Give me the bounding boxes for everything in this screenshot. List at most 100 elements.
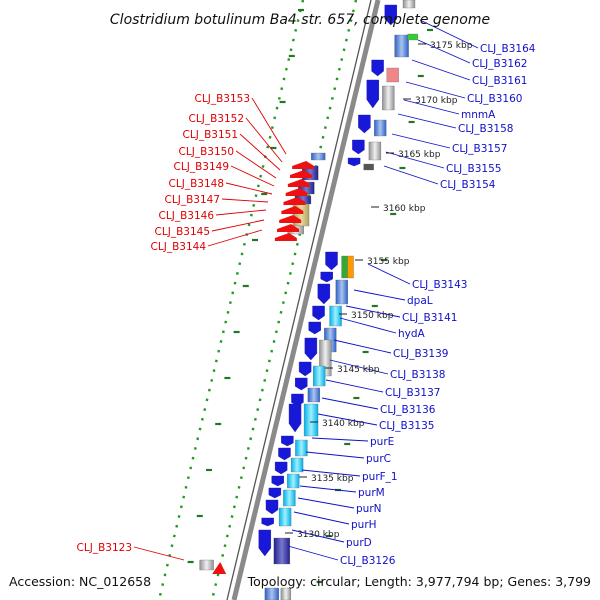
gene-label-forward: mnmA <box>461 109 496 121</box>
gene-arrow-reverse <box>277 224 300 232</box>
gene-arrow <box>298 361 312 377</box>
gene-block <box>287 473 300 489</box>
leader-line <box>383 165 439 185</box>
gene-block <box>264 587 280 600</box>
gene-arrow <box>278 447 291 461</box>
gene-block <box>290 457 304 473</box>
gene-block <box>394 34 409 58</box>
gene-arrow-reverse <box>274 233 297 241</box>
leader-line <box>293 511 350 525</box>
gene-arrow <box>325 251 338 271</box>
gene-arrow <box>288 403 302 433</box>
leader-line <box>411 59 471 81</box>
gene-label-forward: CLJ_B3161 <box>472 75 527 87</box>
gene-arrow-reverse <box>292 161 315 169</box>
gene-block <box>278 507 292 527</box>
gene-block <box>382 85 395 111</box>
gene-block <box>402 0 416 9</box>
gene-label-forward: purF_1 <box>362 471 398 483</box>
gene-arrow <box>312 305 325 321</box>
gene-block <box>329 305 342 327</box>
leader-line <box>287 545 339 561</box>
gene-block <box>347 255 354 279</box>
gene-block <box>199 559 214 571</box>
leader-line <box>367 263 411 285</box>
gene-block <box>280 587 292 600</box>
gene-label-forward: purE <box>370 436 394 448</box>
gene-arrow <box>304 337 318 361</box>
kbp-label: 3170 kbp <box>415 96 458 106</box>
gene-label-forward: CLJ_B3158 <box>458 123 513 135</box>
gene-label-forward: CLJ_B3136 <box>380 404 436 416</box>
gene-arrow <box>265 499 279 515</box>
gene-label-forward: purC <box>366 453 391 465</box>
gene-block <box>273 537 291 565</box>
kbp-label: 3130 kbp <box>297 530 340 540</box>
leader-line <box>225 182 273 195</box>
gene-label-reverse: CLJ_B3144 <box>151 241 207 253</box>
gene-block <box>335 279 348 305</box>
gene-arrow-reverse <box>290 170 312 178</box>
gene-label-forward: CLJ_B3135 <box>379 420 434 432</box>
leader-line <box>251 97 287 155</box>
gene-label-forward: CLJ_B3139 <box>393 348 448 360</box>
leader-line <box>305 451 365 459</box>
leader-line <box>133 546 185 561</box>
leader-line <box>333 339 392 354</box>
gene-label-forward: CLJ_B3162 <box>472 58 527 70</box>
leader-line <box>299 485 357 493</box>
gene-arrow <box>268 487 282 499</box>
kbp-label: 3160 kbp <box>383 204 426 214</box>
gene-label-forward: hydA <box>398 328 426 340</box>
gene-block <box>303 403 319 437</box>
gene-arrow <box>317 283 331 305</box>
leader-line <box>230 165 275 187</box>
kbp-label: 3140 kbp <box>322 419 365 429</box>
gene-block <box>283 489 296 507</box>
leader-line <box>329 359 389 375</box>
gene-arrow <box>352 139 365 155</box>
accession-text: Accession: NC_012658 <box>9 574 151 589</box>
gene-label-reverse: CLJ_B3150 <box>179 146 234 158</box>
leader-line <box>311 437 369 442</box>
gene-label-reverse: CLJ_B3123 <box>77 542 132 554</box>
gene-label-forward: CLJ_B3141 <box>402 312 457 324</box>
kbp-label: 3165 kbp <box>398 150 441 160</box>
kbp-labels: 3175 kbp 3170 kbp 3165 kbp 3160 kbp 3155 kbp… <box>285 41 473 540</box>
gene-label-forward: purD <box>346 537 372 549</box>
leader-line <box>417 39 471 64</box>
gene-labels: CLJ_B3164 CLJ_B3162 CLJ_B3161 CLJ_B3160 mnmA… <box>77 43 536 567</box>
kbp-label: 3145 kbp <box>337 365 380 375</box>
gene-block <box>313 365 326 387</box>
leader-line <box>221 198 269 203</box>
leader-line <box>403 99 460 115</box>
gene-arrow <box>281 435 294 447</box>
topology-text: Topology: circular; Length: 3,977,794 bp… <box>247 574 591 589</box>
gene-arrow <box>274 461 288 475</box>
gene-label-reverse: CLJ_B3147 <box>165 194 220 206</box>
gene-arrow <box>308 321 321 335</box>
gene-arrow-reverse <box>287 179 310 187</box>
gene-arrow-reverse <box>283 197 306 205</box>
gene-arrow <box>295 377 308 391</box>
gene-label-forward: purH <box>351 519 377 531</box>
gene-label-reverse: CLJ_B3153 <box>195 93 250 105</box>
gene-block <box>363 163 374 171</box>
gene-features <box>199 0 418 600</box>
gene-label-forward: CLJ_B3137 <box>385 387 440 399</box>
leader-line <box>297 497 355 509</box>
leader-line <box>317 413 378 426</box>
gene-label-forward: purM <box>358 487 385 499</box>
gene-block <box>307 387 321 403</box>
leader-line <box>301 469 361 477</box>
gene-block <box>374 119 387 137</box>
gene-label-forward: dpaL <box>407 295 433 307</box>
gene-label-reverse: CLJ_B3146 <box>159 210 215 222</box>
kbp-label: 3175 kbp <box>430 41 473 51</box>
leader-line <box>397 113 457 129</box>
gene-arrow <box>358 114 371 134</box>
leader-line <box>391 133 451 149</box>
leader-line <box>239 133 281 171</box>
leader-line <box>211 219 265 232</box>
